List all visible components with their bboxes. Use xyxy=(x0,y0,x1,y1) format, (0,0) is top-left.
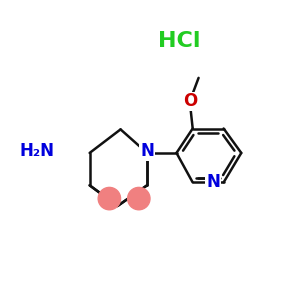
Circle shape xyxy=(128,188,150,210)
Text: N: N xyxy=(206,173,220,191)
Circle shape xyxy=(98,188,121,210)
Text: H₂N: H₂N xyxy=(19,142,54,160)
Text: O: O xyxy=(183,92,197,110)
Text: N: N xyxy=(140,142,154,160)
Text: HCl: HCl xyxy=(158,31,201,51)
